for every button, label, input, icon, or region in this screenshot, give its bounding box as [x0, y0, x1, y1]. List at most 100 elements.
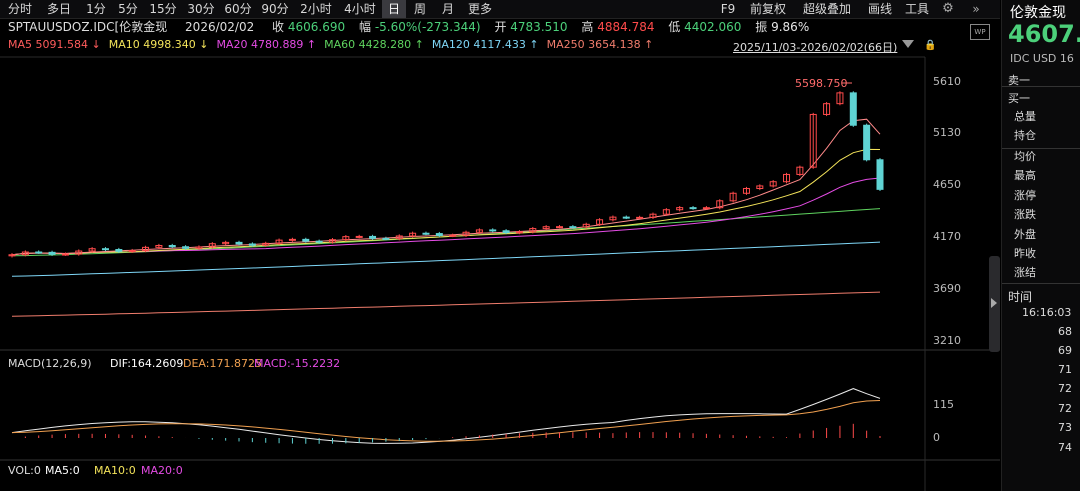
- side-row-label: 买一: [1008, 92, 1030, 105]
- tool-button-4[interactable]: 工具: [904, 2, 929, 16]
- double-chevron-right-icon[interactable]: »: [972, 2, 980, 16]
- date-range-selector[interactable]: 2025/11/03-2026/02/02(66日): [733, 41, 898, 54]
- period-tab-3[interactable]: 5分: [118, 2, 138, 16]
- candle-body: [222, 241, 230, 245]
- candle-body: [556, 226, 564, 229]
- side-row-label: 昨收: [1014, 247, 1036, 260]
- period-tab-2[interactable]: 1分: [86, 2, 106, 16]
- side-title: 伦敦金现: [1010, 5, 1066, 21]
- range-dropdown-icon[interactable]: [902, 40, 914, 48]
- kline-chart[interactable]: 5598.750 MACD(12,26,9) DIF:164.2609 DEA:171…: [0, 0, 1000, 491]
- candle-body: [88, 248, 96, 252]
- macd-axis-label: 0: [933, 431, 940, 444]
- candle-body: [676, 207, 684, 211]
- ma-legend-item: MA250 3654.138 ↑: [546, 38, 654, 51]
- period-tab-12[interactable]: 月: [441, 2, 454, 16]
- panel-collapse-handle[interactable]: [989, 256, 1000, 352]
- close-value: 4606.690: [287, 20, 346, 34]
- vol-ma5: MA5:0: [45, 464, 80, 477]
- candle-body: [168, 244, 176, 248]
- candle-body: [769, 181, 777, 187]
- candle-body: [315, 240, 323, 243]
- change-label: 幅: [358, 20, 371, 34]
- candle-body: [128, 250, 136, 253]
- candle-body: [542, 226, 550, 230]
- candle-body: [355, 235, 363, 238]
- period-tab-10[interactable]: 日: [382, 0, 406, 18]
- tool-button-1[interactable]: 前复权: [749, 2, 786, 16]
- candle-body: [395, 235, 403, 240]
- candle-body: [582, 223, 590, 228]
- candle-body: [35, 251, 43, 254]
- side-row-label: 总量: [1014, 110, 1036, 123]
- period-tab-6[interactable]: 60分: [224, 2, 252, 16]
- period-tab-4[interactable]: 15分: [149, 2, 177, 16]
- side-row-label: 涨停: [1014, 189, 1036, 202]
- ma10-line: [11, 148, 881, 256]
- lock-icon[interactable]: 🔒: [924, 40, 937, 51]
- tick-volume-value: 73: [1058, 421, 1072, 434]
- candle-body: [61, 253, 69, 256]
- candle-body: [756, 185, 764, 190]
- ma5-line: [11, 118, 881, 256]
- high-value: 4884.784: [597, 20, 655, 34]
- candle-body: [836, 92, 844, 105]
- tick-volume-value: 72: [1058, 402, 1072, 415]
- period-toolbar: 分时 多日 1分 5分 15分 30分 60分 90分 2小时 4小时日周 月更多 F9 前复权 超级叠加…: [0, 0, 1000, 19]
- price-axis-label: 5130: [933, 126, 961, 139]
- max-price-label: 5598.750: [795, 77, 848, 90]
- price-axis-label: 3690: [933, 282, 961, 295]
- candle-body: [302, 238, 310, 242]
- side-price: 4607.: [1008, 20, 1080, 48]
- candle-body: [288, 238, 296, 241]
- tick-volume-value: 68: [1058, 325, 1072, 338]
- vol-title: VOL:0: [8, 464, 41, 477]
- period-tab-5[interactable]: 30分: [187, 2, 215, 16]
- tool-button-3[interactable]: 画线: [867, 2, 892, 16]
- macd-title: MACD(12,26,9): [8, 357, 92, 370]
- candle-body: [662, 209, 670, 215]
- ma250-line: [11, 291, 881, 317]
- period-tab-11[interactable]: 周: [413, 2, 426, 16]
- period-tab-9[interactable]: 4小时: [344, 2, 376, 16]
- amplitude-value: 9.86%: [771, 20, 810, 34]
- candle-body: [328, 239, 336, 243]
- period-tab-7[interactable]: 90分: [261, 2, 289, 16]
- candle-body: [449, 234, 457, 237]
- vol-ma10: MA10:0: [94, 464, 136, 477]
- wp-icon[interactable]: WP: [970, 24, 990, 40]
- ma-legend-item: MA5 5091.584 ↓: [8, 38, 101, 51]
- ma120-line: [11, 241, 881, 277]
- candle-body: [342, 236, 350, 241]
- divider: [1002, 283, 1080, 284]
- side-row-label: 持仓: [1014, 129, 1036, 142]
- candle-body: [235, 241, 243, 245]
- tool-button-2[interactable]: 超级叠加: [802, 2, 851, 16]
- candle-body: [823, 103, 831, 115]
- period-tab-0[interactable]: 分时: [7, 2, 32, 16]
- vol-ma20: MA20:0: [141, 464, 183, 477]
- candle-body: [21, 251, 29, 256]
- ma-legend: MA5 5091.584 ↓ MA10 4998.340 ↓ MA20 4780.8…: [8, 37, 661, 53]
- period-tab-8[interactable]: 2小时: [300, 2, 332, 16]
- amplitude-label: 振: [755, 20, 768, 34]
- candle-body: [262, 242, 270, 246]
- ma-legend-item: MA60 4428.280 ↑: [324, 38, 424, 51]
- time-header: 时间: [1008, 290, 1033, 304]
- candle-body: [783, 173, 791, 183]
- candle-body: [248, 243, 256, 246]
- tool-button-0[interactable]: F9: [720, 2, 736, 16]
- price-axis-label: 5610: [933, 75, 961, 88]
- candle-body: [689, 207, 697, 210]
- close-label: 收: [272, 20, 285, 34]
- price-axis-label: 3210: [933, 334, 961, 347]
- ma-legend-item: MA10 4998.340 ↓: [108, 38, 209, 51]
- gear-icon[interactable]: ⚙: [942, 1, 954, 16]
- side-row-label: 最高: [1014, 169, 1036, 182]
- candle-body: [489, 229, 497, 232]
- period-tab-13[interactable]: 更多: [467, 2, 492, 16]
- candle-body: [182, 246, 190, 249]
- open-label: 开: [494, 20, 507, 34]
- candle-body: [195, 246, 203, 249]
- period-tab-1[interactable]: 多日: [46, 2, 71, 16]
